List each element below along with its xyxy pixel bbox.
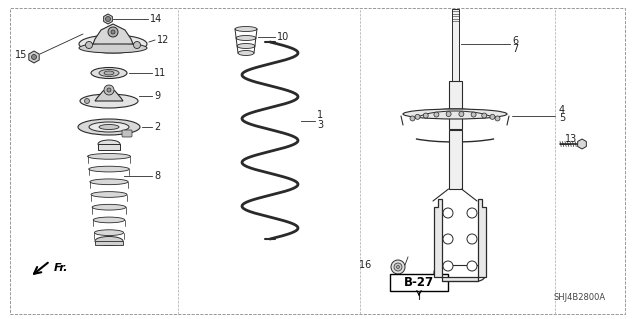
FancyBboxPatch shape (122, 130, 132, 137)
Ellipse shape (238, 50, 254, 56)
Circle shape (111, 30, 115, 34)
Ellipse shape (403, 109, 507, 119)
Polygon shape (95, 88, 123, 101)
Circle shape (134, 41, 141, 48)
Circle shape (490, 114, 495, 119)
Circle shape (443, 234, 453, 244)
FancyBboxPatch shape (98, 144, 120, 150)
Circle shape (106, 17, 111, 21)
Ellipse shape (237, 43, 255, 48)
Circle shape (423, 113, 428, 118)
Ellipse shape (80, 94, 138, 108)
Text: 8: 8 (154, 171, 160, 181)
Text: 3: 3 (317, 121, 323, 130)
Ellipse shape (91, 68, 127, 78)
Circle shape (391, 260, 405, 274)
Circle shape (104, 85, 114, 95)
Circle shape (482, 113, 487, 118)
Ellipse shape (99, 70, 119, 77)
Text: 13: 13 (565, 134, 577, 144)
Text: SHJ4B2800A: SHJ4B2800A (554, 293, 606, 301)
Circle shape (443, 208, 453, 218)
FancyBboxPatch shape (449, 130, 461, 189)
Ellipse shape (95, 230, 124, 235)
Circle shape (397, 265, 399, 269)
Ellipse shape (88, 153, 131, 159)
Circle shape (446, 112, 451, 116)
Ellipse shape (79, 35, 147, 53)
Circle shape (495, 116, 500, 121)
FancyBboxPatch shape (449, 81, 461, 129)
Circle shape (434, 112, 439, 117)
Text: 16: 16 (358, 260, 374, 270)
Circle shape (108, 27, 118, 37)
Ellipse shape (89, 166, 129, 172)
Circle shape (467, 208, 477, 218)
Ellipse shape (104, 71, 114, 75)
FancyBboxPatch shape (390, 274, 448, 291)
Circle shape (394, 263, 402, 271)
Circle shape (415, 114, 420, 119)
Circle shape (410, 116, 415, 121)
Circle shape (84, 99, 90, 103)
Text: 1: 1 (317, 110, 323, 121)
Polygon shape (578, 139, 586, 149)
Polygon shape (434, 199, 486, 281)
Circle shape (31, 55, 36, 60)
Polygon shape (93, 24, 133, 44)
Ellipse shape (90, 179, 128, 185)
Text: B-27: B-27 (404, 276, 434, 289)
Ellipse shape (99, 124, 119, 130)
Ellipse shape (236, 35, 256, 41)
Circle shape (467, 234, 477, 244)
Text: 6: 6 (512, 36, 518, 46)
FancyBboxPatch shape (451, 9, 458, 81)
Circle shape (86, 41, 93, 48)
Circle shape (471, 112, 476, 117)
Ellipse shape (92, 204, 126, 210)
Text: 11: 11 (154, 68, 166, 78)
Text: 4: 4 (559, 105, 565, 115)
Ellipse shape (93, 217, 125, 223)
Text: 14: 14 (150, 14, 163, 24)
Circle shape (467, 261, 477, 271)
Text: 2: 2 (154, 122, 160, 132)
Ellipse shape (235, 26, 257, 32)
Text: 15: 15 (15, 50, 28, 60)
Circle shape (107, 88, 111, 92)
Text: 10: 10 (277, 32, 289, 42)
Polygon shape (29, 51, 39, 63)
Ellipse shape (89, 122, 129, 132)
Circle shape (459, 112, 464, 116)
Ellipse shape (98, 140, 120, 148)
Ellipse shape (91, 192, 127, 197)
Ellipse shape (79, 43, 147, 53)
Text: 12: 12 (157, 35, 170, 45)
Text: 5: 5 (559, 113, 565, 123)
Text: 9: 9 (154, 91, 160, 101)
Circle shape (443, 261, 453, 271)
Polygon shape (104, 14, 113, 24)
Ellipse shape (78, 119, 140, 135)
FancyBboxPatch shape (95, 241, 123, 245)
Text: 7: 7 (512, 44, 518, 54)
Ellipse shape (95, 236, 123, 246)
Text: Fr.: Fr. (54, 263, 68, 273)
